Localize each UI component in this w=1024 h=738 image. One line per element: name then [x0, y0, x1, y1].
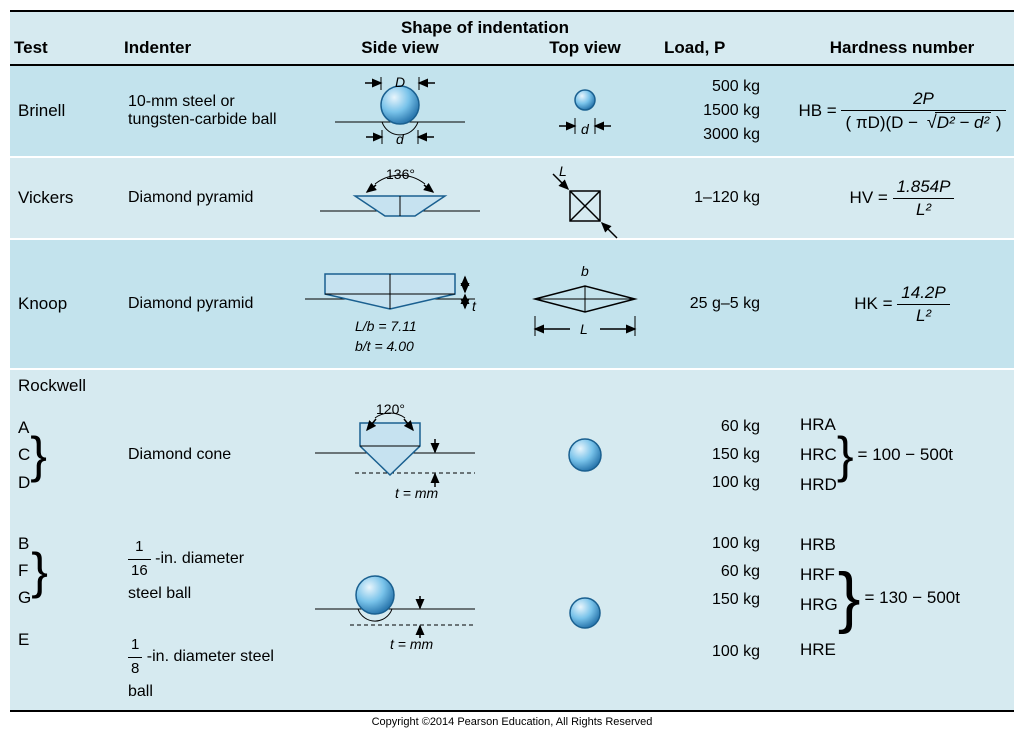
svg-text:t: t [472, 298, 477, 314]
header-indenter: Indenter [120, 12, 290, 64]
brinell-d-label: d [396, 131, 405, 147]
brinell-indenter: 10-mm steel or tungsten-carbide ball [120, 87, 290, 135]
svg-text:L: L [580, 321, 588, 337]
rockwell-group2-loads: 100 kg 60 kg 150 kg 100 kg [660, 524, 790, 672]
knoop-side-view: t L/b = 7.11 b/t = 4.00 [290, 240, 510, 368]
knoop-test: Knoop [10, 288, 120, 320]
svg-text:t = mm: t = mm [395, 485, 439, 501]
rockwell-group1-formula: HRA HRC HRD } = 100 − 500t [790, 404, 1014, 505]
svg-text:d: d [581, 121, 590, 137]
rockwell-group1-loads: 60 kg 150 kg 100 kg [660, 407, 790, 503]
rockwell-group1-side: 120° t = mm [290, 396, 510, 514]
header-load: Load, P [660, 12, 790, 64]
brinell-loads: 500 kg 1500 kg 3000 kg [660, 69, 790, 153]
rockwell-group2-indenter: 116 -in. diameter steel ball 18 -in. dia… [120, 524, 290, 710]
vickers-indenter: Diamond pyramid [120, 183, 290, 213]
knoop-formula: HK = 14.2P L² [790, 276, 1014, 333]
svg-text:136°: 136° [386, 166, 415, 182]
brinell-D-label: D [395, 74, 405, 90]
rockwell-group2-side: t = mm [290, 524, 510, 710]
header-test: Test [10, 12, 120, 64]
row-knoop: Knoop Diamond pyramid t L/b = 7.11 b/t =… [10, 240, 1014, 370]
rockwell-test: Rockwell [10, 370, 1014, 396]
header-hardness: Hardness number [790, 12, 1014, 64]
svg-text:t = mm: t = mm [390, 636, 434, 652]
vickers-top-view: L [510, 158, 660, 238]
svg-text:120°: 120° [376, 401, 405, 417]
vickers-side-view: 136° [290, 158, 510, 238]
row-rockwell: Rockwell A C D } Diamond cone [10, 370, 1014, 712]
svg-text:b: b [581, 263, 589, 279]
brinell-side-view: D d [290, 66, 510, 156]
rockwell-group2-top [510, 524, 660, 710]
rockwell-group1-indenter: Diamond cone [120, 437, 290, 473]
vickers-load: 1–120 kg [660, 180, 790, 216]
knoop-top-view: b L [510, 240, 660, 368]
header-shape-title: Shape of indentation [300, 12, 670, 38]
vickers-formula: HV = 1.854P L² [790, 170, 1014, 227]
rockwell-group1-top [510, 396, 660, 514]
brinell-test: Brinell [10, 95, 120, 127]
table-header: Shape of indentation Test Indenter Side … [10, 12, 1014, 66]
rockwell-group1-scales: A C D } [10, 408, 120, 502]
row-vickers: Vickers Diamond pyramid 136° L [10, 158, 1014, 240]
knoop-indenter: Diamond pyramid [120, 289, 290, 319]
copyright-text: Copyright ©2014 Pearson Education, All R… [10, 716, 1014, 728]
svg-text:b/t = 4.00: b/t = 4.00 [355, 338, 414, 354]
svg-text:L: L [559, 163, 567, 179]
row-brinell: Brinell 10-mm steel or tungsten-carbide … [10, 66, 1014, 158]
rockwell-group2-formula: HRB HRF HRG HRE } = 130 − 500t [790, 524, 1014, 671]
knoop-load: 25 g–5 kg [660, 286, 790, 322]
hardness-test-table: Shape of indentation Test Indenter Side … [10, 10, 1014, 712]
vickers-test: Vickers [10, 182, 120, 214]
svg-text:L/b = 7.11: L/b = 7.11 [355, 318, 417, 334]
brinell-formula: HB = 2P ( πD)(D − D² − d² ) [790, 82, 1014, 140]
rockwell-group2-scales: B F G } E [10, 524, 120, 660]
brinell-top-view: d [510, 66, 660, 156]
